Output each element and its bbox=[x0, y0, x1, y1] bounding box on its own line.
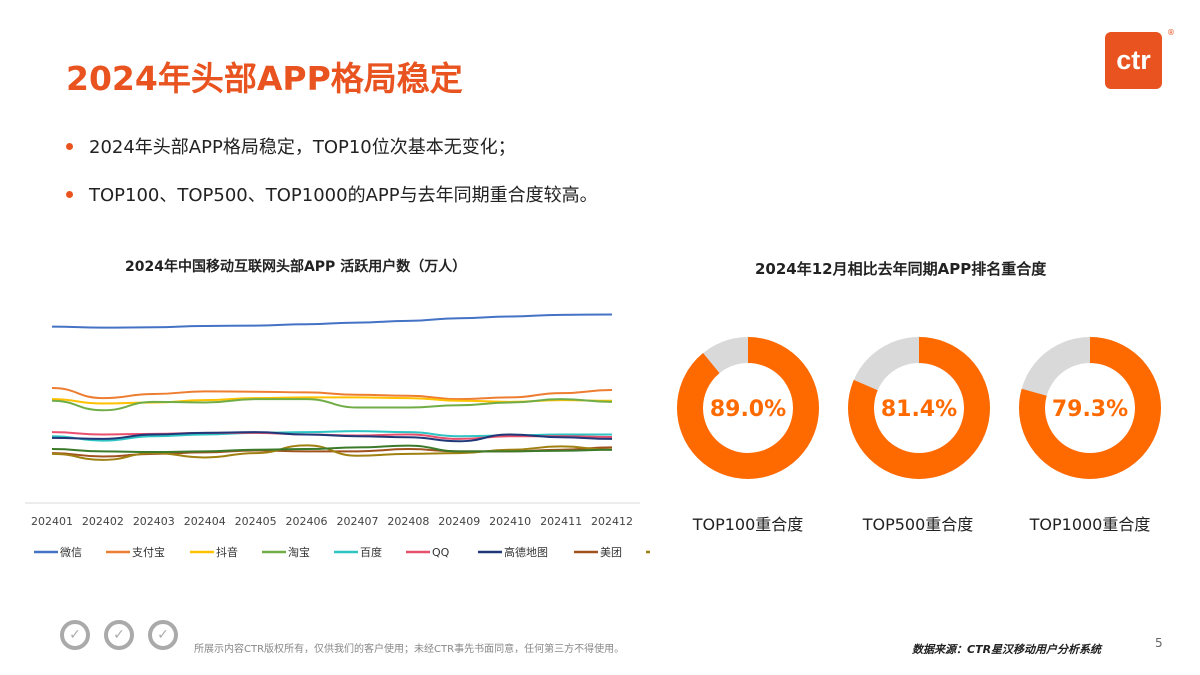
donut-label: TOP100重合度 bbox=[692, 515, 804, 534]
legend-item: 京东 bbox=[646, 550, 650, 554]
donut-value-label: 89.0% bbox=[710, 397, 786, 422]
donut-value-label: 79.3% bbox=[1052, 397, 1128, 422]
legend-label: 淘宝 bbox=[288, 545, 310, 559]
x-tick-label: 202410 bbox=[489, 515, 531, 528]
x-tick-label: 202401 bbox=[31, 515, 73, 528]
ctr-logo: ctr bbox=[1105, 32, 1162, 89]
legend-label: 高德地图 bbox=[504, 545, 548, 559]
bullet-text: 2024年头部APP格局稳定，TOP10位次基本无变化； bbox=[89, 137, 516, 158]
bullet-item: 2024年头部APP格局稳定，TOP10位次基本无变化； bbox=[66, 122, 598, 170]
legend-item: 高德地图 bbox=[478, 545, 548, 559]
bullet-item: TOP100、TOP500、TOP1000的APP与去年同期重合度较高。 bbox=[66, 170, 598, 218]
donut-label: TOP1000重合度 bbox=[1029, 515, 1151, 534]
donut-value-label: 81.4% bbox=[881, 397, 957, 422]
series-line-微信 bbox=[51, 313, 613, 329]
donut-value-arc bbox=[1019, 337, 1161, 479]
legend-label: 抖音 bbox=[216, 545, 238, 559]
series-line-快手 bbox=[51, 444, 613, 454]
x-tick-label: 202412 bbox=[591, 515, 633, 528]
donut-chart-title: 2024年12月相比去年同期APP排名重合度 bbox=[755, 260, 1047, 278]
series-line-京东 bbox=[51, 444, 613, 461]
copyright-note: 所展示内容CTR版权所有，仅供我们的客户使用；未经CTR事先书面同意，任何第三方… bbox=[194, 644, 625, 655]
sgs-seal-icon: ✓ bbox=[148, 620, 178, 650]
legend-label: 支付宝 bbox=[132, 545, 165, 559]
data-source: 数据来源：CTR星汉移动用户分析系统 bbox=[912, 643, 1102, 656]
legend-item: 美团 bbox=[574, 546, 622, 559]
legend-item: 微信 bbox=[34, 545, 82, 559]
page-title: 2024年头部APP格局稳定 bbox=[66, 59, 463, 98]
legend-item: 淘宝 bbox=[262, 545, 310, 559]
x-tick-label: 202403 bbox=[133, 515, 175, 528]
donut-value-arc bbox=[848, 337, 990, 479]
x-tick-label: 202407 bbox=[336, 515, 378, 528]
sgs-seal-icon: ✓ bbox=[60, 620, 90, 650]
donut-label: TOP500重合度 bbox=[862, 515, 974, 534]
legend-item: QQ bbox=[406, 546, 450, 559]
donut-value-arc bbox=[677, 337, 819, 479]
series-line-淘宝 bbox=[51, 398, 613, 412]
series-line-高德地图 bbox=[51, 431, 613, 443]
x-tick-label: 202404 bbox=[184, 515, 226, 528]
x-tick-label: 202406 bbox=[286, 515, 328, 528]
x-tick-label: 202411 bbox=[540, 515, 582, 528]
x-tick-label: 202409 bbox=[438, 515, 480, 528]
bullet-text: TOP100、TOP500、TOP1000的APP与去年同期重合度较高。 bbox=[89, 185, 598, 206]
bullet-dot-icon bbox=[66, 190, 73, 198]
bullet-list: 2024年头部APP格局稳定，TOP10位次基本无变化； TOP100、TOP5… bbox=[66, 122, 598, 218]
legend-label: 百度 bbox=[360, 545, 382, 559]
line-chart: 202401 202402 202403 202404 202405 202406 2024… bbox=[25, 313, 650, 559]
series-line-支付宝 bbox=[51, 386, 613, 401]
legend-label: 微信 bbox=[60, 545, 82, 559]
x-tick-label: 202402 bbox=[82, 515, 124, 528]
x-tick-label: 202408 bbox=[387, 515, 429, 528]
page-number: 5 bbox=[1155, 636, 1163, 650]
legend-label: 美团 bbox=[600, 546, 622, 559]
line-chart-title: 2024年中国移动互联网头部APP 活跃用户数（万人） bbox=[125, 259, 467, 275]
legend-item: 支付宝 bbox=[106, 545, 165, 559]
registered-mark: ® bbox=[1167, 28, 1175, 37]
legend-item: 抖音 bbox=[190, 545, 238, 559]
legend-item: 百度 bbox=[334, 545, 382, 559]
sgs-seal-icon: ✓ bbox=[104, 620, 134, 650]
donut-charts: 89.0% 81.4% 79.3% bbox=[677, 337, 1161, 479]
x-tick-label: 202405 bbox=[235, 515, 277, 528]
legend-label: QQ bbox=[432, 546, 450, 559]
bullet-dot-icon bbox=[66, 142, 73, 150]
